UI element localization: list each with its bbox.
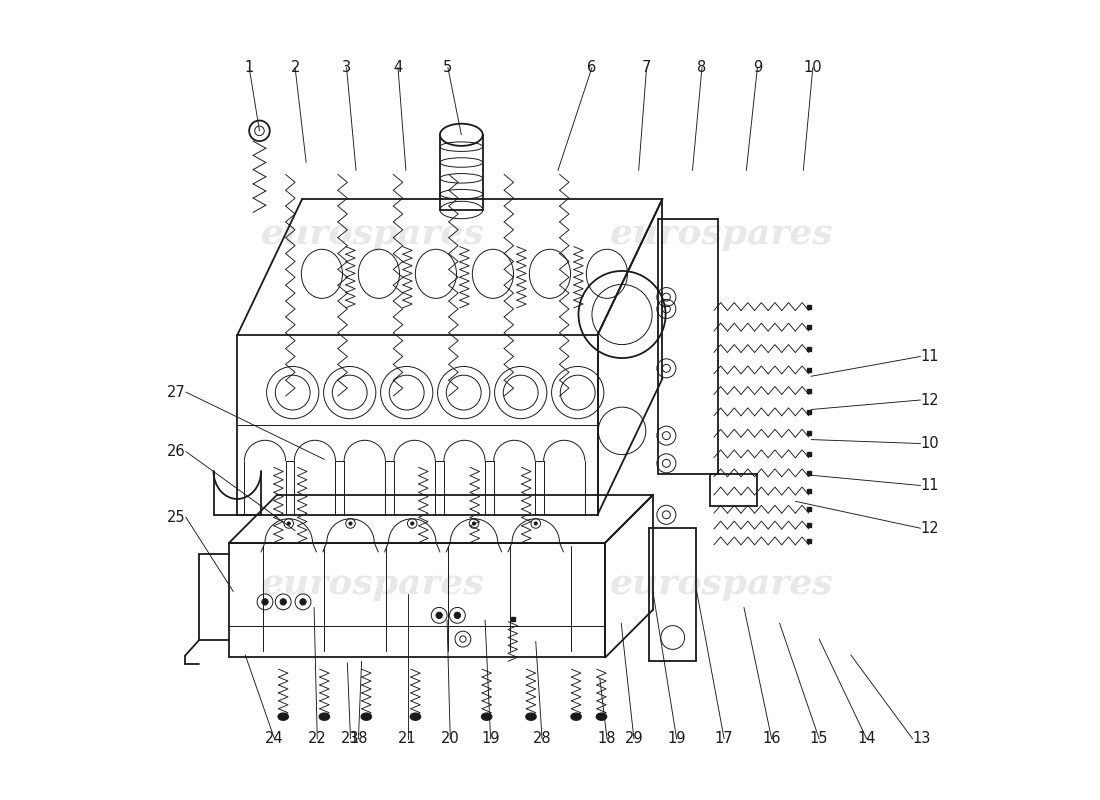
Circle shape xyxy=(454,612,461,618)
Text: 18: 18 xyxy=(597,731,616,746)
Text: 4: 4 xyxy=(394,60,403,75)
Ellipse shape xyxy=(596,713,606,720)
Text: eurospares: eurospares xyxy=(609,566,833,601)
Text: 19: 19 xyxy=(482,731,499,746)
Text: 26: 26 xyxy=(167,444,186,459)
Circle shape xyxy=(280,598,286,605)
Text: 6: 6 xyxy=(587,60,596,75)
Text: 24: 24 xyxy=(265,731,284,746)
Ellipse shape xyxy=(571,713,581,720)
Text: 5: 5 xyxy=(443,60,452,75)
Text: 3: 3 xyxy=(342,60,351,75)
Circle shape xyxy=(410,522,414,525)
Text: eurospares: eurospares xyxy=(609,217,833,250)
Text: 13: 13 xyxy=(913,731,931,746)
Text: 22: 22 xyxy=(308,731,327,746)
Circle shape xyxy=(287,522,290,525)
Text: 2: 2 xyxy=(290,60,300,75)
Circle shape xyxy=(262,598,268,605)
Text: eurospares: eurospares xyxy=(261,566,485,601)
Circle shape xyxy=(535,522,537,525)
Bar xyxy=(440,134,483,210)
Text: 18: 18 xyxy=(349,731,367,746)
Text: 20: 20 xyxy=(441,731,460,746)
Text: 29: 29 xyxy=(625,731,644,746)
Ellipse shape xyxy=(361,713,372,720)
Text: 7: 7 xyxy=(642,60,651,75)
Text: 23: 23 xyxy=(341,731,360,746)
Text: 21: 21 xyxy=(398,731,417,746)
Ellipse shape xyxy=(440,124,483,146)
Circle shape xyxy=(300,598,306,605)
Circle shape xyxy=(436,612,442,618)
Text: 10: 10 xyxy=(921,436,939,451)
Text: 12: 12 xyxy=(921,393,939,407)
Ellipse shape xyxy=(410,713,420,720)
Text: 17: 17 xyxy=(715,731,734,746)
Text: 14: 14 xyxy=(857,731,876,746)
Text: 15: 15 xyxy=(810,731,828,746)
Ellipse shape xyxy=(319,713,330,720)
Text: 1: 1 xyxy=(244,60,254,75)
Text: 9: 9 xyxy=(752,60,762,75)
Text: 25: 25 xyxy=(167,510,186,525)
Text: 8: 8 xyxy=(697,60,706,75)
Ellipse shape xyxy=(482,713,492,720)
Ellipse shape xyxy=(526,713,536,720)
Text: 16: 16 xyxy=(762,731,781,746)
Text: 19: 19 xyxy=(668,731,686,746)
Text: 12: 12 xyxy=(921,521,939,536)
Ellipse shape xyxy=(278,713,288,720)
Circle shape xyxy=(349,522,352,525)
Text: 11: 11 xyxy=(921,478,939,493)
Text: 10: 10 xyxy=(803,60,822,75)
Text: eurospares: eurospares xyxy=(261,217,485,250)
Text: 28: 28 xyxy=(532,731,551,746)
Circle shape xyxy=(472,522,475,525)
Text: 27: 27 xyxy=(167,385,186,399)
Text: 11: 11 xyxy=(921,349,939,364)
